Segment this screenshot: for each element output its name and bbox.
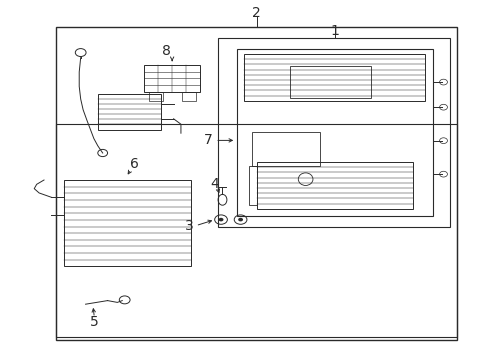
Bar — [56, 27, 456, 340]
Circle shape — [238, 218, 243, 221]
Text: 6: 6 — [130, 157, 139, 171]
Bar — [256, 162, 412, 209]
Circle shape — [218, 218, 223, 221]
Text: 2: 2 — [252, 6, 261, 19]
Bar — [63, 180, 190, 266]
Bar — [144, 65, 200, 92]
Text: 7: 7 — [203, 134, 212, 147]
Bar — [289, 66, 370, 99]
Bar — [181, 92, 195, 101]
Bar — [149, 92, 163, 101]
Text: 8: 8 — [162, 44, 170, 58]
Bar — [244, 54, 425, 101]
Bar — [217, 38, 449, 227]
Bar — [237, 49, 432, 216]
Text: 5: 5 — [90, 315, 99, 329]
Text: 4: 4 — [210, 177, 219, 191]
Bar — [249, 166, 256, 205]
Bar — [98, 94, 161, 130]
Bar — [56, 124, 456, 337]
Text: 1: 1 — [330, 24, 339, 37]
Bar — [251, 132, 320, 166]
Text: 3: 3 — [185, 219, 194, 233]
